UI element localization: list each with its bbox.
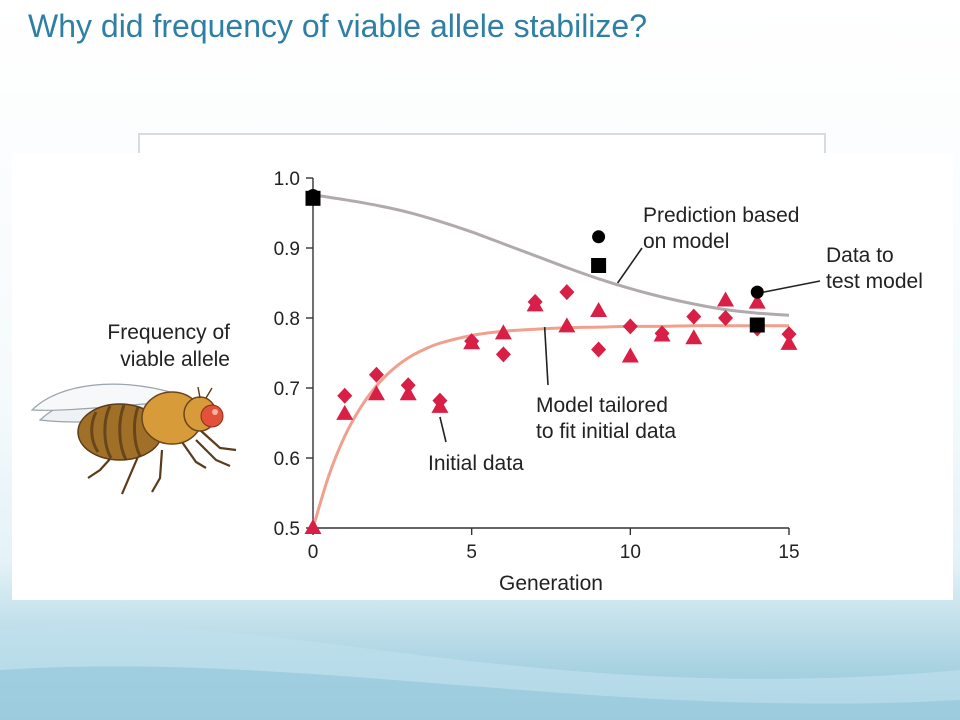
y-axis-title-line1: Frequency of <box>107 321 230 344</box>
model-tailored-annotation-text: to fit initial data <box>536 420 676 443</box>
initial-data-triangle-point <box>780 334 798 350</box>
model-tailored-curve <box>311 324 789 529</box>
test-data-square-point <box>749 317 765 333</box>
initial-data-diamond-point <box>368 366 384 383</box>
initial-data-triangle-point <box>494 324 512 340</box>
fruit-fly-icon <box>30 383 237 495</box>
x-tick-label: 15 <box>778 542 799 563</box>
initial-data-triangle-point <box>621 347 639 363</box>
test-data-circle-point <box>750 285 764 299</box>
y-axis-title-line2: viable allele <box>120 348 230 371</box>
initial-data-diamond-point <box>559 284 575 301</box>
test-data-circle-point <box>306 189 320 202</box>
slide-title: Why did frequency of viable allele stabi… <box>28 8 647 44</box>
initial-data-triangle-point <box>336 404 354 420</box>
test-data-square-point <box>591 258 607 273</box>
initial-data-triangle-point <box>748 293 766 309</box>
y-tick-label: 1.0 <box>274 169 300 190</box>
prediction-annotation-leader <box>616 247 643 284</box>
initial-data-diamond-point <box>718 310 734 326</box>
initial-data-diamond-point <box>591 341 607 358</box>
initial-data-diamond-point <box>622 318 638 335</box>
y-tick-label: 0.6 <box>274 449 300 470</box>
initial-data-annotation-leader <box>439 416 447 443</box>
y-tick-label: 0.5 <box>274 519 300 540</box>
prediction-annotation-text: Prediction based <box>643 204 799 227</box>
initial-data-diamond-point <box>337 387 353 404</box>
decorative-wave-band <box>0 624 960 720</box>
initial-data-triangle-point <box>653 326 671 342</box>
figure-panel <box>12 153 953 600</box>
x-tick-label: 5 <box>466 542 477 563</box>
test-data-circle-point <box>592 230 606 244</box>
test-data-annotation-leader <box>763 280 821 293</box>
initial-data-triangle-point <box>367 385 385 401</box>
y-tick-label: 0.9 <box>274 239 300 260</box>
initial-data-triangle-point <box>463 334 481 350</box>
prediction-curve <box>312 193 790 317</box>
initial-data-triangle-point <box>399 385 417 401</box>
initial-data-triangle-point <box>431 397 449 413</box>
model-tailored-annotation-leader <box>543 327 549 386</box>
initial-data-diamond-point <box>495 346 511 363</box>
x-tick-label: 10 <box>620 542 641 563</box>
x-axis-title: Generation <box>499 572 603 595</box>
initial-data-triangle-point <box>526 296 544 312</box>
initial-data-triangle-point <box>685 329 703 345</box>
initial-data-triangle-point <box>717 291 735 307</box>
initial-data-diamond-point <box>781 326 797 343</box>
initial-data-triangle-point <box>304 519 322 534</box>
test-data-annotation-text: Data to <box>826 244 894 267</box>
y-tick-label: 0.7 <box>274 379 300 400</box>
model-tailored-annotation-text: Model tailored <box>536 394 668 417</box>
initial-data-triangle-point <box>558 317 576 333</box>
y-tick-label: 0.8 <box>274 309 300 330</box>
prediction-annotation-text: on model <box>643 230 729 253</box>
x-tick-label: 0 <box>308 542 319 563</box>
test-data-annotation-text: test model <box>826 270 923 293</box>
initial-data-diamond-point <box>400 377 416 394</box>
initial-data-annotation-text: Initial data <box>428 452 524 475</box>
initial-data-diamond-point <box>686 308 702 325</box>
initial-data-triangle-point <box>590 302 608 317</box>
